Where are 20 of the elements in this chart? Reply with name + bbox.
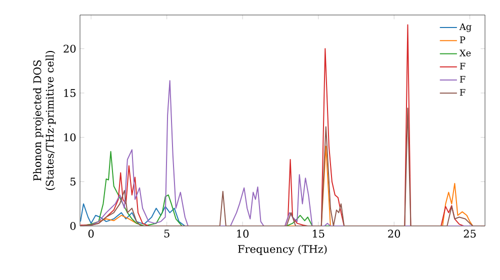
- legend-label: Ag: [459, 23, 472, 32]
- y-tick-label: 15: [64, 89, 76, 97]
- x-tick-label: 10: [237, 230, 249, 238]
- y-tick-label: 20: [64, 44, 76, 53]
- legend-label: P: [460, 36, 466, 44]
- x-tick-label: 25: [464, 230, 476, 238]
- x-tick-label: 15: [312, 230, 324, 238]
- x-axis-title: Frequency (THz): [238, 244, 327, 256]
- legend-label: Xe: [459, 50, 471, 56]
- legend-label: F: [460, 76, 466, 83]
- x-tick-label: 20: [388, 230, 400, 238]
- y-tick-label: 10: [64, 133, 76, 142]
- x-tick-label: 0: [88, 230, 94, 238]
- y-axis-title: Phonon projected DOS (States/THz·primitive cell): [33, 50, 56, 190]
- line-series: [80, 108, 485, 226]
- y-tick-label: 5: [70, 178, 76, 186]
- legend-label: F: [460, 62, 466, 70]
- legend-label: F: [460, 89, 466, 96]
- y-tick-label: 0: [70, 222, 76, 230]
- x-tick-label: 5: [164, 230, 170, 238]
